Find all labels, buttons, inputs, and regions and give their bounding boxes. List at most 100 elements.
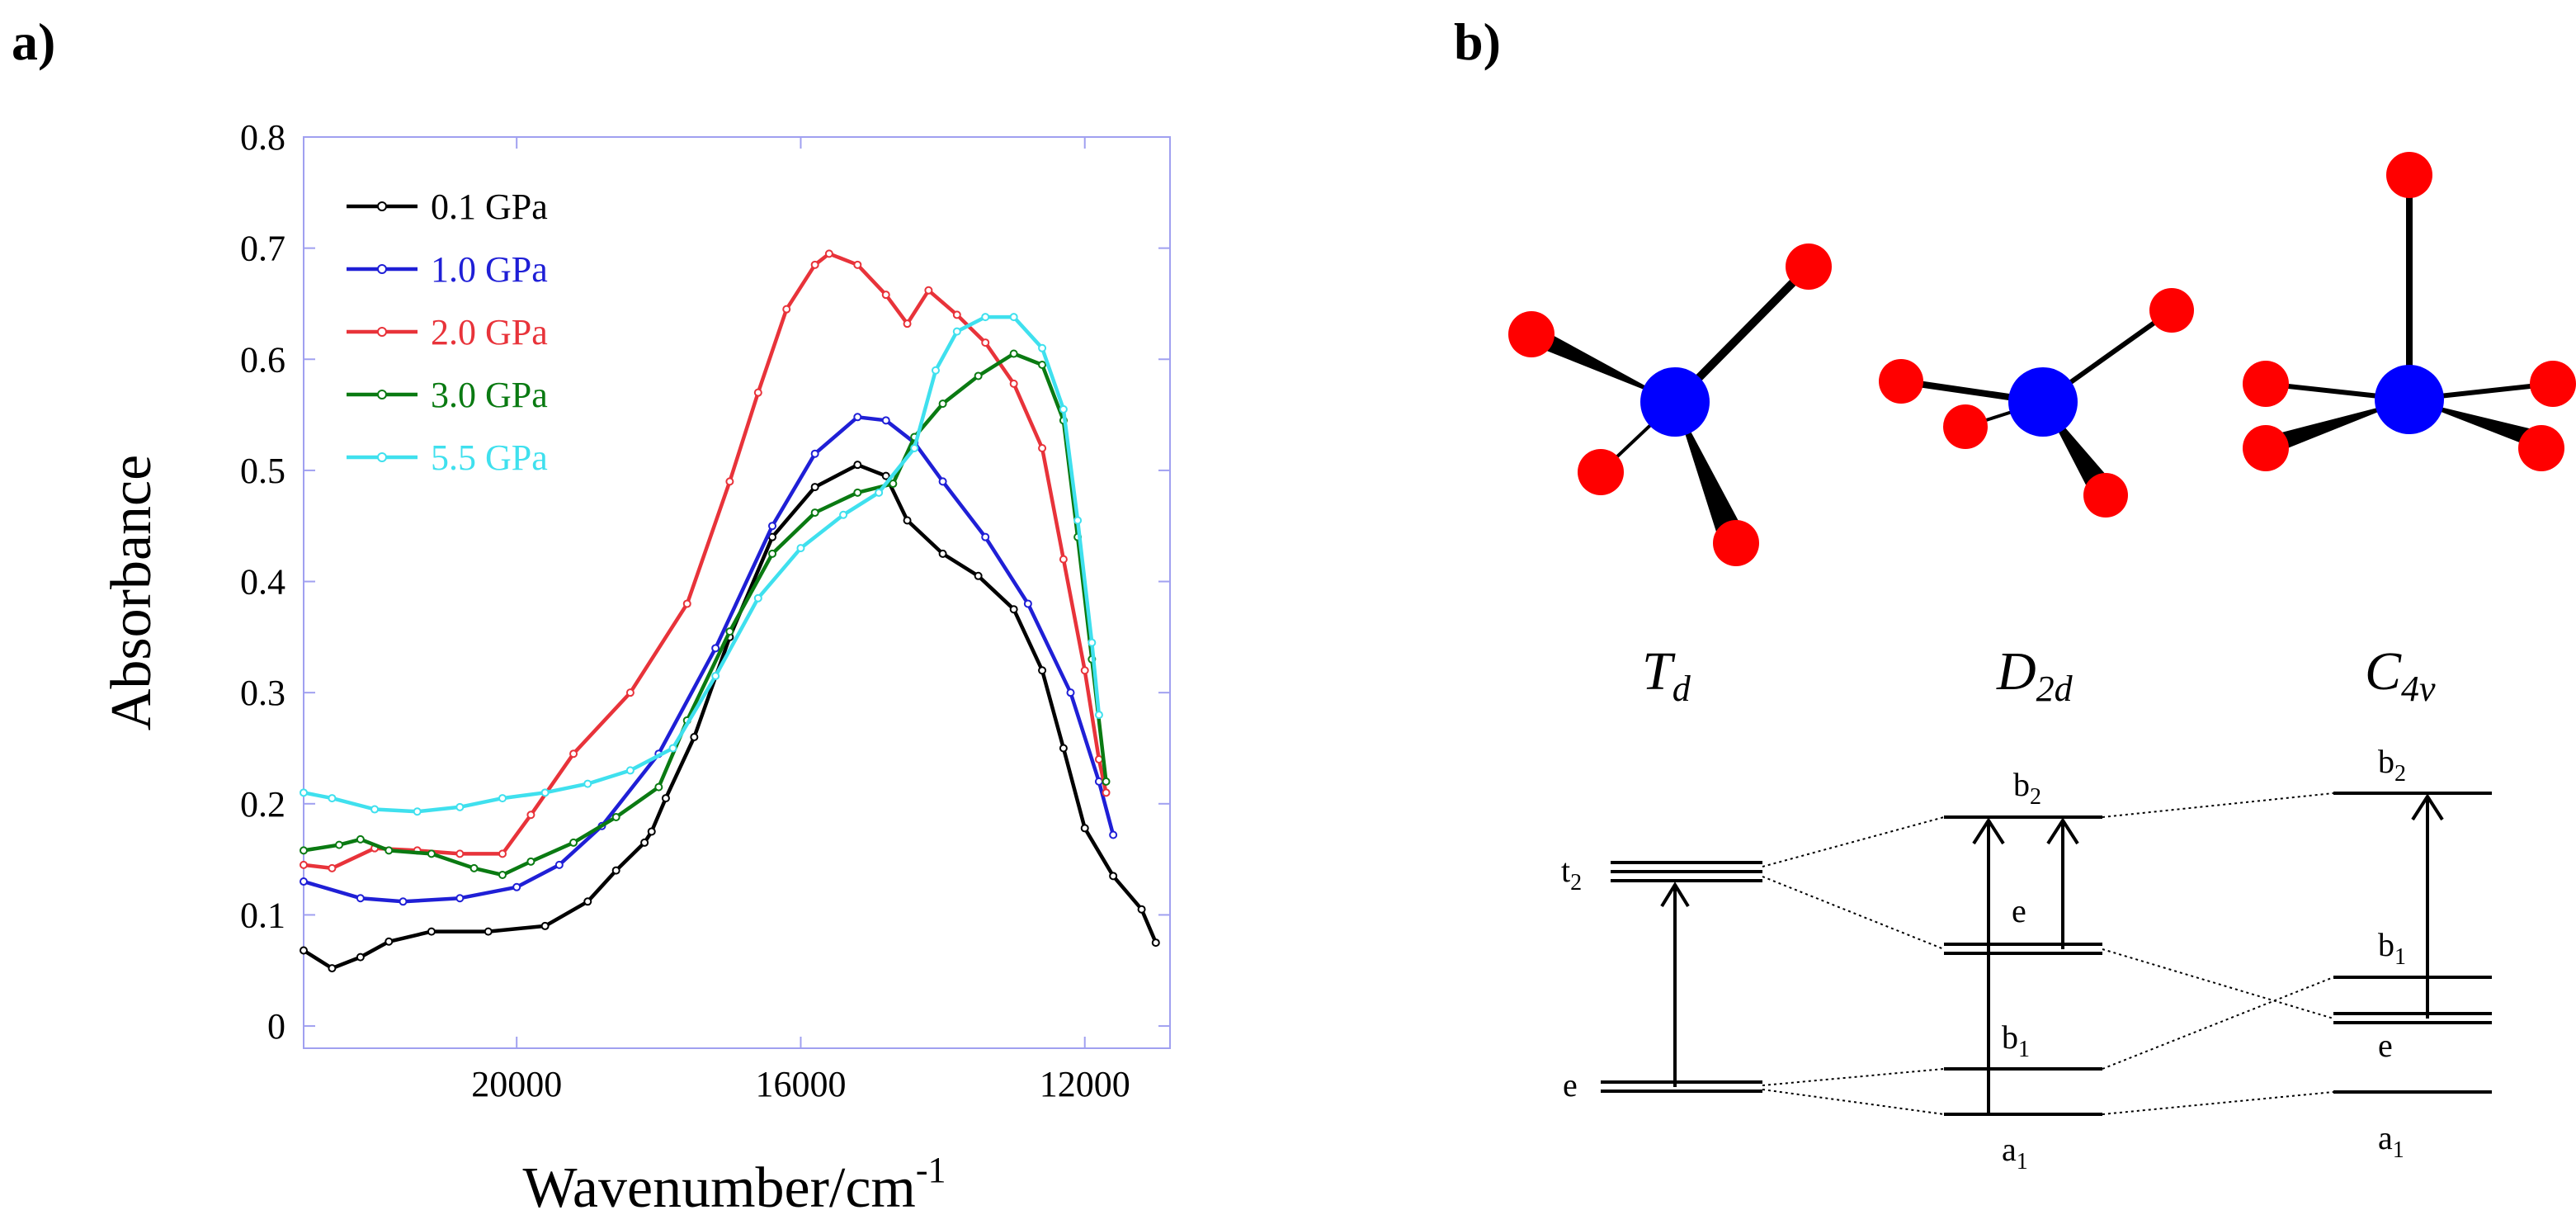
c4v-ligand-atom xyxy=(2530,361,2576,407)
x-axis-ticks: 20000 16000 12000 xyxy=(471,137,1130,1104)
series-markers-1 xyxy=(300,461,1160,973)
x-tick-label: 12000 xyxy=(1040,1064,1130,1104)
data-point xyxy=(1038,343,1047,352)
label-t2: t2 xyxy=(1561,852,1582,896)
d2d-ligand-atom xyxy=(1879,359,1923,404)
data-point xyxy=(1023,599,1032,608)
data-point xyxy=(569,749,578,759)
c4v-e-level xyxy=(2333,1012,2492,1024)
legend-marker xyxy=(377,452,387,462)
label-d2d-b2: b2 xyxy=(2013,766,2041,810)
c4v-ligand-atom xyxy=(2243,361,2289,407)
data-point xyxy=(399,897,408,906)
data-point xyxy=(661,794,670,803)
data-point xyxy=(903,319,912,329)
legend-label: 5.5 GPa xyxy=(431,437,548,478)
data-point xyxy=(335,840,344,849)
series-line-4 xyxy=(303,352,1108,877)
data-point xyxy=(1059,404,1068,414)
data-point xyxy=(328,863,337,872)
data-point xyxy=(690,733,699,742)
energy-level-diagram: t2 e b2 e b1 a1 b2 b1 e a1 xyxy=(1561,743,2492,1175)
data-point xyxy=(427,927,436,936)
label-d2d-e: e xyxy=(2012,892,2026,929)
td-bond-left xyxy=(1531,324,1675,402)
data-point xyxy=(1087,638,1097,647)
data-point xyxy=(1038,361,1047,369)
data-point xyxy=(370,805,380,814)
data-point xyxy=(625,688,635,697)
data-point xyxy=(526,857,535,866)
data-point xyxy=(484,927,493,936)
data-point xyxy=(611,866,620,875)
data-point xyxy=(931,366,940,375)
data-point xyxy=(1038,443,1047,452)
data-point xyxy=(889,480,898,489)
data-point xyxy=(810,260,819,269)
data-point xyxy=(981,313,990,322)
data-point xyxy=(356,834,365,844)
data-point xyxy=(625,766,635,775)
data-point xyxy=(810,508,819,518)
y-axis-title: Absorbance xyxy=(100,455,163,730)
data-point xyxy=(753,593,762,603)
data-point xyxy=(498,849,507,858)
data-point xyxy=(853,488,862,497)
data-point xyxy=(952,327,961,336)
y-tick-label: 0.4 xyxy=(240,562,285,603)
data-point xyxy=(328,964,337,973)
data-point xyxy=(1102,788,1111,797)
data-point xyxy=(647,827,656,836)
absorbance-chart: 0 0.1 0.2 0.3 0.4 0.5 0.6 0.7 0.8 20000 16000 1200… xyxy=(100,117,1171,1220)
data-point xyxy=(540,788,550,797)
data-point xyxy=(1080,666,1089,675)
y-tick-label: 0.6 xyxy=(240,339,285,380)
c4v-bond-front-left xyxy=(2262,399,2409,456)
data-point xyxy=(824,249,833,258)
correlation-lines xyxy=(1762,792,2334,1115)
data-point xyxy=(385,846,394,855)
data-point xyxy=(300,846,308,855)
data-point xyxy=(938,549,947,558)
data-point xyxy=(1009,313,1018,322)
data-point xyxy=(974,571,983,580)
data-point xyxy=(583,897,592,906)
td-e-level xyxy=(1601,1080,1762,1093)
data-point xyxy=(782,305,791,314)
data-point xyxy=(1094,711,1103,720)
y-tick-label: 0.7 xyxy=(240,229,285,269)
data-point xyxy=(455,849,465,858)
data-point xyxy=(1066,688,1075,697)
data-point xyxy=(839,510,848,519)
data-point xyxy=(427,849,436,858)
legend-marker xyxy=(377,264,387,274)
data-point xyxy=(569,838,578,847)
series-lines xyxy=(300,249,1160,973)
data-point xyxy=(725,627,734,636)
data-point xyxy=(1094,777,1103,786)
data-point xyxy=(881,471,890,480)
data-point xyxy=(1038,666,1047,675)
td-ligand-atom xyxy=(1713,520,1759,566)
d2d-e-level xyxy=(1944,943,2102,955)
data-point xyxy=(469,863,479,872)
data-point xyxy=(554,860,564,869)
plot-frame xyxy=(303,136,1171,1049)
c4v-ligand-atom xyxy=(2386,152,2432,198)
x-tick-label: 16000 xyxy=(755,1064,846,1104)
c4v-bond-front-right xyxy=(2409,399,2546,449)
data-point xyxy=(753,388,762,397)
data-point xyxy=(498,870,507,879)
data-point xyxy=(952,310,961,319)
panel-a-label: a) xyxy=(12,12,55,71)
data-point xyxy=(1009,605,1018,614)
series-markers-4 xyxy=(300,349,1111,879)
legend-marker xyxy=(377,327,387,337)
data-point xyxy=(1094,754,1103,763)
td-ligand-atom xyxy=(1786,243,1832,290)
x-tick-label: 20000 xyxy=(471,1064,562,1104)
data-point xyxy=(300,946,308,955)
data-point xyxy=(498,794,507,803)
data-point xyxy=(583,779,592,788)
data-point xyxy=(810,483,819,492)
